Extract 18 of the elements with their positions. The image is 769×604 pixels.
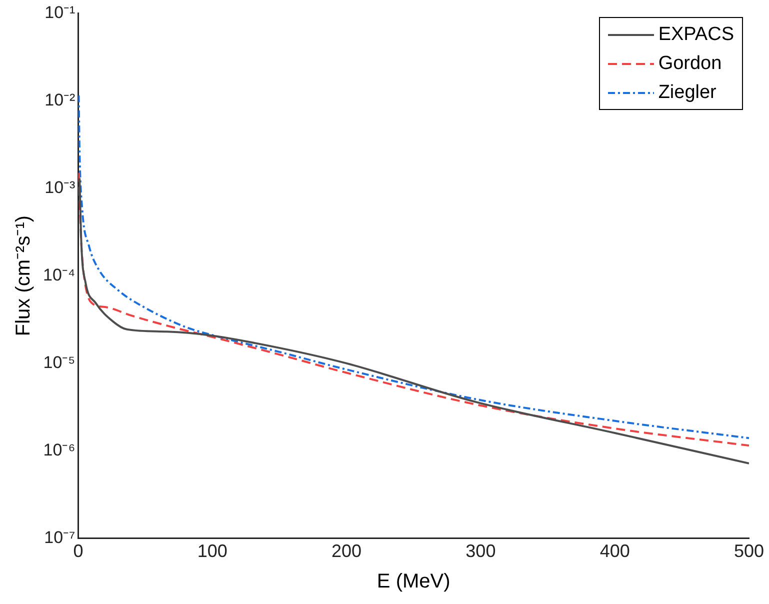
x-tick-label: 200: [332, 541, 362, 562]
x-tick-label: 100: [197, 541, 228, 562]
legend-label: EXPACS: [658, 24, 734, 46]
x-tick-label: 0: [73, 541, 84, 562]
y-tick-label: 10⁻³: [44, 178, 76, 197]
y-tick-label: 10⁻⁷: [44, 528, 76, 548]
x-tick-label: 500: [734, 541, 764, 562]
legend-label: Ziegler: [658, 82, 716, 104]
y-tick-label: 10⁻⁴: [42, 265, 76, 284]
y-tick-label: 10⁻⁶: [43, 440, 76, 460]
x-tick-label: 400: [600, 541, 630, 562]
y-axis-title: Flux (cm⁻²s⁻¹): [12, 215, 35, 336]
y-tick-label: 10⁻⁵: [43, 353, 76, 372]
x-axis-title: E (MeV): [376, 570, 450, 593]
x-tick-label: 300: [466, 541, 496, 562]
y-tick-label: 10⁻¹: [44, 2, 76, 22]
y-tick-label: 10⁻²: [44, 90, 76, 110]
legend-label: Gordon: [658, 52, 722, 75]
